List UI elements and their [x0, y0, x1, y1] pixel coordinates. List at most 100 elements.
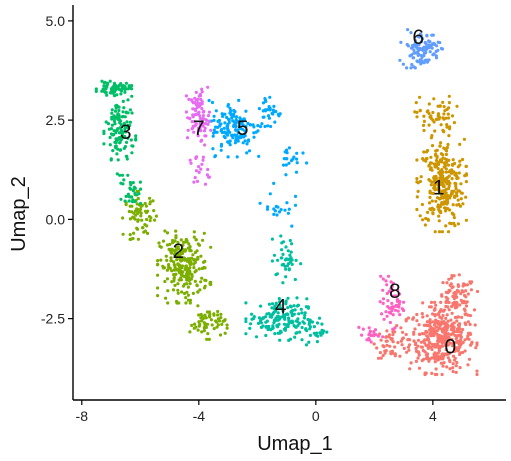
- cluster-2-point: [183, 249, 187, 253]
- cluster-3-point: [102, 81, 106, 85]
- cluster-0-point: [414, 346, 418, 350]
- cluster-4-point: [310, 320, 315, 324]
- cluster-0-point: [442, 308, 446, 312]
- cluster-2-point: [159, 258, 163, 262]
- cluster-3-point: [134, 134, 138, 138]
- cluster-6-point: [423, 59, 427, 63]
- cluster-3-point: [120, 115, 124, 119]
- cluster-2-point: [172, 252, 177, 256]
- cluster-0-point: [469, 342, 473, 346]
- cluster-8-point: [381, 335, 385, 339]
- cluster-6-point: [399, 40, 403, 45]
- cluster-3-point: [115, 172, 119, 176]
- cluster-3-point: [105, 93, 109, 97]
- cluster-1-point: [456, 222, 460, 226]
- cluster-2-point: [156, 259, 160, 263]
- cluster-2-point: [181, 270, 185, 274]
- cluster-0-point: [428, 332, 432, 336]
- cluster-0-point: [446, 343, 450, 347]
- cluster-5-point: [225, 115, 229, 119]
- cluster-2-point: [174, 236, 178, 240]
- cluster-4-point: [292, 324, 296, 328]
- cluster-1-point: [436, 179, 440, 183]
- cluster-2-point: [196, 328, 200, 332]
- cluster-2-point: [167, 247, 171, 251]
- cluster-6-point: [434, 56, 439, 60]
- cluster-3-point: [94, 87, 98, 91]
- cluster-3-point: [130, 94, 134, 98]
- cluster-0-point: [428, 340, 432, 345]
- cluster-0-point: [426, 357, 430, 361]
- cluster-1-point: [446, 116, 451, 120]
- cluster-2-point: [180, 290, 184, 294]
- cluster-5-point: [262, 115, 266, 119]
- cluster-8-point: [369, 340, 373, 344]
- cluster-8-point: [384, 310, 388, 314]
- cluster-0-point: [450, 274, 454, 278]
- cluster-5-point: [214, 125, 218, 129]
- cluster-4-point: [244, 301, 248, 305]
- cluster-1-point: [444, 116, 448, 120]
- cluster-0-point: [393, 354, 397, 358]
- cluster-0-point: [451, 354, 456, 358]
- cluster-5-point: [295, 157, 299, 161]
- cluster-0-point: [408, 367, 412, 371]
- cluster-4-point: [284, 267, 288, 271]
- cluster-3-point: [111, 149, 115, 153]
- cluster-0-point: [378, 351, 382, 355]
- cluster-1-point: [437, 219, 441, 223]
- cluster-5-point: [252, 131, 256, 135]
- cluster-4-point: [273, 332, 277, 336]
- cluster-0-point: [441, 281, 445, 285]
- cluster-3-point: [112, 129, 116, 133]
- cluster-1-points: [413, 94, 468, 234]
- cluster-2-point: [128, 204, 132, 208]
- cluster-2-point: [182, 291, 187, 296]
- cluster-4-point: [294, 331, 298, 335]
- cluster-7-point: [207, 119, 211, 124]
- cluster-0-point: [442, 320, 446, 324]
- cluster-4-point: [298, 330, 302, 334]
- cluster-3-point: [103, 90, 107, 94]
- cluster-3-point: [117, 116, 121, 120]
- cluster-7-point: [200, 90, 204, 94]
- cluster-0-point: [389, 350, 393, 354]
- cluster-3-point: [116, 113, 120, 117]
- cluster-0-point: [424, 343, 428, 347]
- cluster-2-point: [216, 313, 220, 317]
- cluster-0-point: [441, 328, 445, 332]
- cluster-4-point: [284, 245, 288, 249]
- cluster-5-point: [229, 113, 233, 117]
- cluster-0-point: [437, 313, 441, 317]
- cluster-4-point: [264, 320, 268, 324]
- cluster-1-point: [441, 196, 445, 200]
- cluster-2-point: [173, 239, 177, 243]
- cluster-8-point: [376, 334, 380, 338]
- cluster-3-point: [128, 108, 132, 112]
- cluster-4-point: [288, 337, 293, 341]
- cluster-1-point: [454, 187, 458, 191]
- cluster-1-point: [413, 110, 417, 114]
- cluster-2-point: [162, 266, 166, 270]
- cluster-1-point: [444, 176, 449, 180]
- cluster-1-point: [452, 221, 456, 225]
- cluster-2-point: [195, 283, 199, 287]
- cluster-4-point: [303, 313, 307, 317]
- cluster-5-point: [220, 128, 224, 132]
- cluster-6-point: [409, 46, 414, 50]
- cluster-4-point: [284, 300, 288, 304]
- cluster-7-point: [186, 128, 190, 132]
- cluster-4-point: [308, 318, 312, 322]
- cluster-2-point: [145, 217, 149, 222]
- cluster-4-point: [286, 249, 290, 253]
- cluster-2-point: [207, 337, 211, 341]
- cluster-0-point: [429, 300, 434, 304]
- cluster-1-point: [424, 216, 428, 221]
- cluster-4-point: [259, 304, 263, 308]
- cluster-5-point: [248, 123, 252, 127]
- cluster-3-point: [123, 90, 127, 94]
- cluster-8-point: [378, 300, 382, 304]
- cluster-0-point: [442, 361, 446, 365]
- cluster-6-point: [406, 28, 410, 32]
- cluster-2-point: [157, 241, 161, 245]
